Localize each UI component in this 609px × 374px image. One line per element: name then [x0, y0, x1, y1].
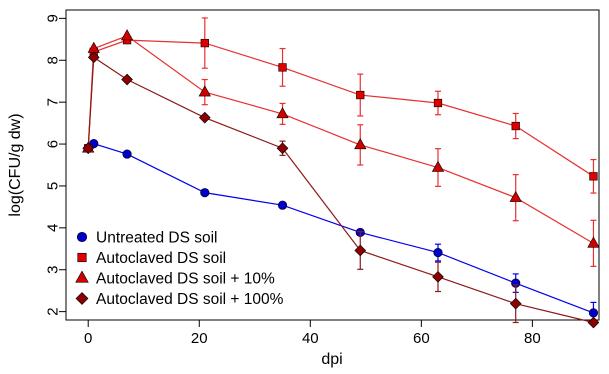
data-point — [589, 172, 598, 181]
legend: Untreated DS soil Autoclaved DS soil Autoc… — [75, 230, 284, 308]
x-tick-label: 80 — [524, 330, 541, 347]
legend-marker — [75, 270, 89, 283]
x-tick-label: 40 — [302, 330, 319, 347]
y-tick-label: 5 — [44, 182, 61, 190]
y-tick-label: 7 — [44, 98, 61, 106]
data-point — [198, 111, 211, 124]
x-tick-label: 0 — [84, 330, 92, 347]
data-point — [432, 271, 444, 283]
data-point — [122, 149, 132, 159]
x-tick-label: 60 — [413, 330, 430, 347]
data-point — [354, 244, 367, 257]
series-1 — [83, 139, 599, 324]
legend-marker — [77, 252, 87, 263]
series-4 — [82, 51, 600, 329]
data-point — [431, 160, 445, 172]
legend-item: Autoclaved DS soil + 100% — [75, 291, 284, 308]
series-line — [87, 39, 594, 177]
y-tick-label: 8 — [44, 56, 61, 64]
data-point — [509, 190, 522, 202]
series-3 — [82, 29, 600, 267]
data-point — [87, 51, 100, 64]
legend-item: Untreated DS soil — [76, 230, 217, 247]
data-point — [354, 138, 367, 150]
data-point — [200, 38, 209, 48]
y-tick-label: 2 — [44, 307, 61, 315]
data-point — [200, 188, 210, 198]
data-point — [82, 142, 95, 155]
plot-frame — [65, 9, 600, 321]
data-point — [121, 73, 133, 86]
data-point — [511, 121, 520, 131]
series-group — [82, 17, 600, 329]
data-point — [509, 297, 522, 310]
legend-marker — [75, 292, 89, 305]
data-point — [276, 107, 289, 119]
legend-marker — [76, 231, 88, 243]
data-point — [278, 63, 287, 72]
data-point — [587, 236, 600, 248]
legend-item: Autoclaved DS soil — [77, 250, 226, 267]
legend-label: Autoclaved DS soil + 10% — [96, 271, 275, 288]
x-tick-label: 20 — [191, 330, 208, 347]
legend-item: Autoclaved DS soil + 10% — [75, 270, 275, 288]
legend-label: Autoclaved DS soil — [96, 250, 226, 267]
x-axis-title: dpi — [321, 351, 342, 368]
y-axis-title: log(CFU/g dw) — [7, 113, 24, 216]
y-tick-label: 6 — [44, 140, 61, 148]
data-point — [587, 316, 600, 329]
data-point — [198, 85, 211, 97]
data-point — [356, 90, 365, 100]
series-line — [87, 35, 594, 244]
data-point — [433, 98, 443, 108]
legend-label: Untreated DS soil — [96, 230, 217, 247]
data-point — [277, 200, 288, 210]
y-tick-label: 3 — [44, 266, 61, 274]
axes-group: 0 20 40 60 80 2 3 4 5 6 7 8 9 — [44, 14, 540, 347]
data-point — [433, 247, 443, 258]
y-tick-label: 9 — [44, 14, 61, 22]
data-point — [120, 29, 134, 41]
data-point — [276, 142, 289, 155]
y-tick-label: 4 — [44, 224, 61, 232]
legend-label: Autoclaved DS soil + 100% — [96, 291, 284, 308]
data-point — [588, 308, 599, 318]
series-2 — [84, 17, 598, 194]
